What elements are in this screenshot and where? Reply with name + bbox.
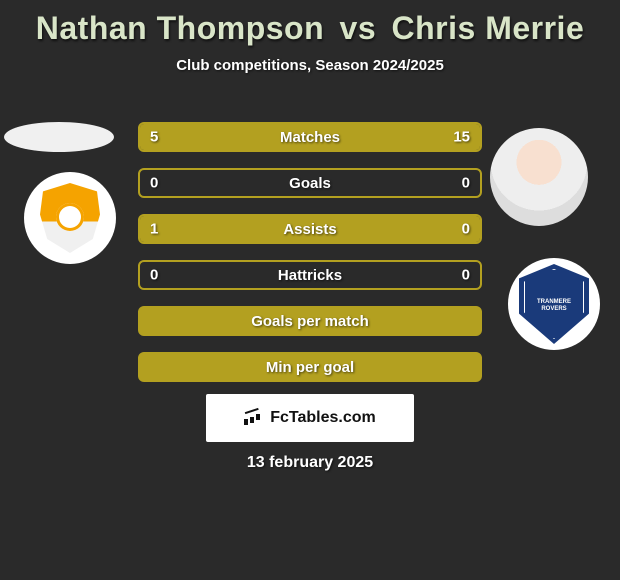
stat-row: 5 15 Matches: [138, 122, 482, 152]
stat-row: 1 0 Assists: [138, 214, 482, 244]
vs-text: vs: [340, 10, 377, 46]
stat-value-left: 5: [150, 129, 158, 146]
stat-label: Goals: [289, 175, 331, 192]
stat-value-right: 0: [462, 175, 470, 192]
comparison-bars: 5 15 Matches 0 0 Goals 1 0 Assists 0 0 Hattricks Goa…: [138, 122, 482, 398]
crest-icon: TRANMEREROVERS: [519, 264, 589, 344]
stat-label: Min per goal: [266, 359, 354, 376]
stat-value-left: 1: [150, 221, 158, 238]
subtitle: Club competitions, Season 2024/2025: [0, 57, 620, 74]
shield-icon: [40, 183, 100, 253]
stat-value-right: 0: [462, 221, 470, 238]
stat-value-right: 15: [453, 129, 470, 146]
stat-row: Goals per match: [138, 306, 482, 336]
crest-text: TRANMEREROVERS: [537, 299, 571, 312]
player1-avatar: [4, 122, 114, 152]
stat-label: Matches: [280, 129, 340, 146]
stat-value-left: 0: [150, 175, 158, 192]
stat-label: Hattricks: [278, 267, 342, 284]
brand-text: FcTables.com: [270, 409, 376, 427]
date-stamp: 13 february 2025: [247, 454, 373, 472]
stat-row: Min per goal: [138, 352, 482, 382]
stat-label: Goals per match: [251, 313, 369, 330]
stat-row: 0 0 Hattricks: [138, 260, 482, 290]
chart-icon: [244, 411, 264, 425]
stat-value-right: 0: [462, 267, 470, 284]
brand-box: FcTables.com: [206, 394, 414, 442]
bar-fill-right: [225, 124, 480, 150]
player1-club-logo: [24, 172, 116, 264]
player1-name: Nathan Thompson: [36, 10, 324, 46]
player2-avatar: [490, 128, 588, 226]
stat-label: Assists: [283, 221, 336, 238]
comparison-title: Nathan Thompson vs Chris Merrie: [0, 0, 620, 47]
player2-name: Chris Merrie: [392, 10, 585, 46]
player2-club-logo: TRANMEREROVERS: [508, 258, 600, 350]
stat-value-left: 0: [150, 267, 158, 284]
stat-row: 0 0 Goals: [138, 168, 482, 198]
